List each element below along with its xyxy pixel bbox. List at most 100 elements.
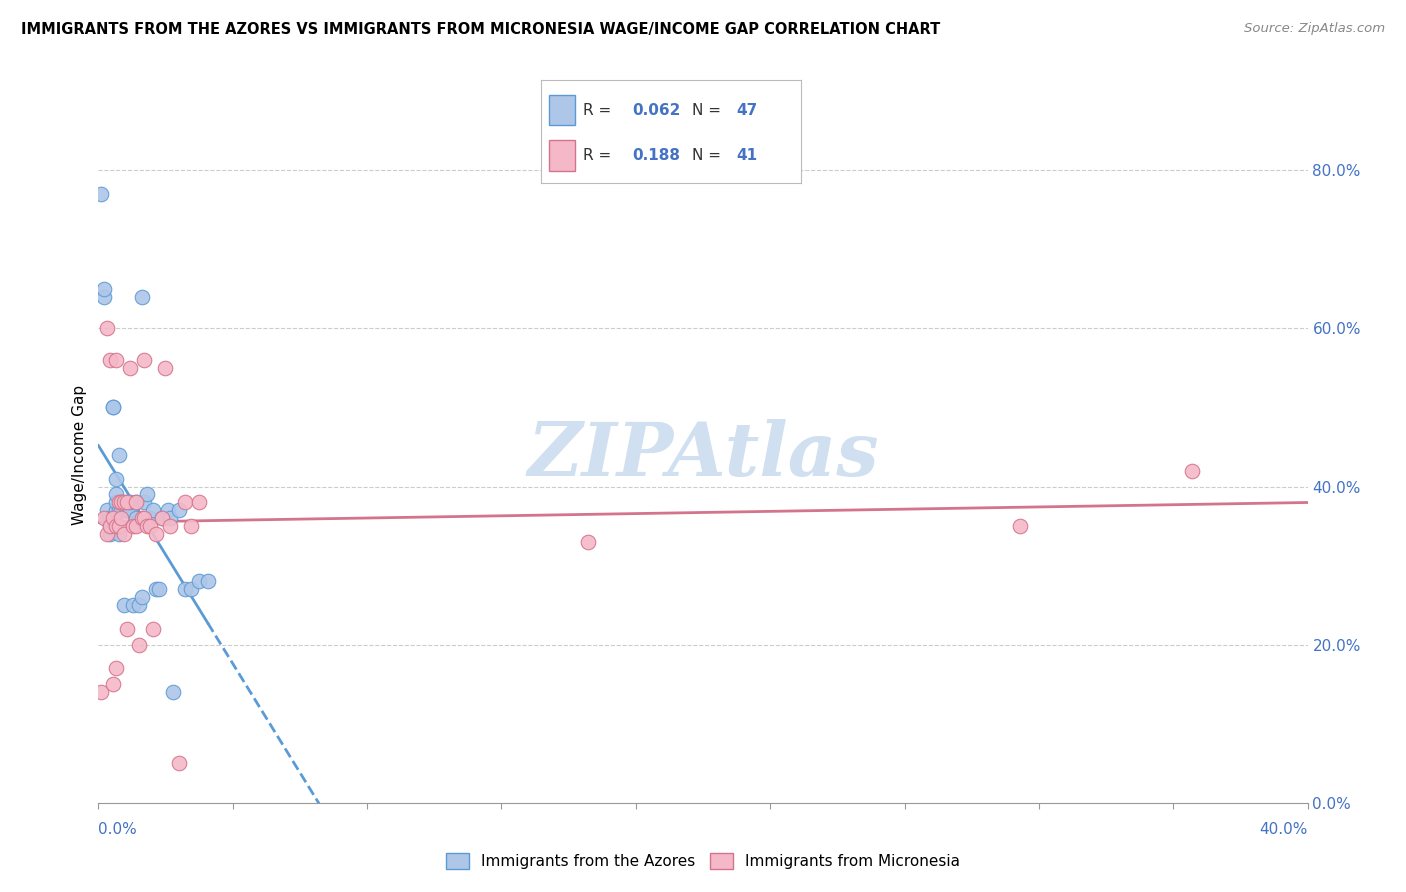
Point (96, 321, 118, 335)
Point (93, 511, 115, 525)
Point (188, 574, 211, 589)
Point (107, 503, 129, 517)
Point (1181, 464, 1204, 478)
Point (150, 511, 173, 525)
Point (128, 598, 150, 612)
Point (128, 638, 150, 652)
Point (107, 519, 129, 533)
Point (180, 582, 202, 597)
Y-axis label: Wage/Income Gap: Wage/Income Gap (72, 384, 87, 525)
Point (136, 519, 159, 533)
Point (112, 598, 135, 612)
Point (145, 582, 167, 597)
Point (153, 360, 176, 375)
Point (104, 661, 127, 675)
Text: Source: ZipAtlas.com: Source: ZipAtlas.com (1244, 22, 1385, 36)
Text: N =: N = (692, 148, 725, 162)
Point (107, 448, 129, 462)
Point (93, 290, 115, 304)
Point (156, 503, 179, 517)
Point (162, 685, 184, 699)
Point (98, 353, 121, 368)
Point (101, 511, 124, 525)
Point (101, 401, 124, 415)
Text: R =: R = (583, 103, 616, 118)
Point (107, 519, 129, 533)
Point (101, 511, 124, 525)
Point (188, 495, 211, 509)
Point (107, 527, 129, 541)
Point (150, 511, 173, 525)
Point (104, 495, 127, 509)
Text: N =: N = (692, 103, 725, 118)
Point (122, 519, 145, 533)
Bar (550, 95, 575, 126)
Text: 0.062: 0.062 (633, 103, 681, 118)
Point (104, 472, 127, 486)
Point (96, 503, 118, 517)
Point (125, 519, 148, 533)
Point (115, 503, 138, 517)
Point (120, 495, 142, 509)
Point (576, 534, 599, 549)
Point (131, 290, 153, 304)
Point (134, 511, 156, 525)
Point (104, 353, 127, 368)
Point (104, 519, 127, 533)
Point (115, 495, 138, 509)
Point (104, 503, 127, 517)
Legend: Immigrants from the Azores, Immigrants from Micronesia: Immigrants from the Azores, Immigrants f… (440, 847, 966, 875)
Text: IMMIGRANTS FROM THE AZORES VS IMMIGRANTS FROM MICRONESIA WAGE/INCOME GAP CORRELA: IMMIGRANTS FROM THE AZORES VS IMMIGRANTS… (21, 22, 941, 37)
Point (159, 511, 181, 525)
Text: ZIPAtlas: ZIPAtlas (527, 418, 879, 491)
Point (110, 511, 132, 525)
Point (142, 622, 165, 636)
Point (1008, 519, 1031, 533)
Text: 41: 41 (737, 148, 758, 162)
Text: 0.188: 0.188 (633, 148, 681, 162)
Point (167, 756, 190, 771)
Point (180, 519, 202, 533)
Point (110, 495, 132, 509)
Point (197, 574, 219, 589)
Point (139, 511, 162, 525)
Text: 0.0%: 0.0% (98, 822, 138, 837)
Point (104, 487, 127, 501)
Point (125, 511, 148, 525)
Point (148, 582, 170, 597)
Point (98, 519, 121, 533)
Point (134, 353, 156, 368)
Point (110, 503, 132, 517)
Text: 47: 47 (737, 103, 758, 118)
Point (96, 511, 118, 525)
Point (145, 527, 167, 541)
Point (120, 360, 142, 375)
Point (115, 622, 138, 636)
Point (173, 495, 195, 509)
Point (173, 582, 195, 597)
Point (112, 495, 135, 509)
Point (125, 495, 148, 509)
Point (122, 598, 145, 612)
Point (110, 495, 132, 509)
Point (125, 495, 148, 509)
Point (112, 527, 135, 541)
Point (131, 511, 153, 525)
Point (90, 685, 112, 699)
Point (136, 487, 159, 501)
Text: R =: R = (583, 148, 616, 162)
Point (98, 511, 121, 525)
Point (167, 503, 190, 517)
Point (159, 519, 181, 533)
Point (139, 519, 162, 533)
Point (96, 527, 118, 541)
Point (101, 401, 124, 415)
Point (107, 495, 129, 509)
Point (93, 282, 115, 296)
Point (120, 503, 142, 517)
Point (115, 495, 138, 509)
Point (98, 519, 121, 533)
Text: 40.0%: 40.0% (1260, 822, 1308, 837)
Point (98, 527, 121, 541)
Point (90, 186, 112, 201)
